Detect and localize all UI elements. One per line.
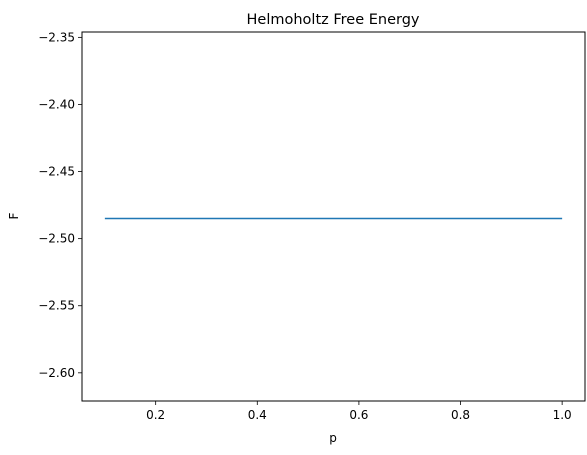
x-tick-label: 0.6 xyxy=(349,408,368,422)
y-tick-label: −2.50 xyxy=(38,232,75,246)
chart-title: Helmoholtz Free Energy xyxy=(247,12,420,28)
y-tick-label: −2.55 xyxy=(38,299,75,313)
x-tick-label: 0.2 xyxy=(146,408,165,422)
x-axis-label: p xyxy=(329,431,337,445)
y-tick-label: −2.40 xyxy=(38,97,75,111)
y-tick-label: −2.35 xyxy=(38,30,75,44)
plot-frame xyxy=(81,31,586,402)
x-axis-ticks: 0.2 0.4 0.6 0.8 1.0 xyxy=(146,401,572,422)
y-axis-ticks: −2.35 −2.40 −2.45 −2.50 −2.55 −2.60 xyxy=(38,30,82,380)
y-tick-label: −2.60 xyxy=(38,366,75,380)
y-tick-label: −2.45 xyxy=(38,165,75,179)
y-axis-label: F xyxy=(7,212,21,219)
x-tick-label: 0.4 xyxy=(248,408,267,422)
x-tick-label: 1.0 xyxy=(553,408,572,422)
x-tick-label: 0.8 xyxy=(451,408,470,422)
